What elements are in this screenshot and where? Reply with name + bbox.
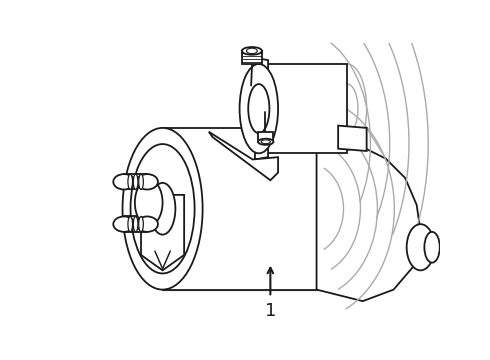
Ellipse shape — [242, 47, 262, 55]
Ellipse shape — [276, 128, 357, 289]
Ellipse shape — [285, 144, 348, 274]
Ellipse shape — [246, 48, 257, 54]
Polygon shape — [141, 195, 184, 270]
Ellipse shape — [128, 174, 132, 189]
Ellipse shape — [113, 216, 135, 232]
Ellipse shape — [133, 174, 138, 189]
Ellipse shape — [130, 144, 195, 274]
Ellipse shape — [135, 180, 163, 226]
Ellipse shape — [424, 232, 440, 263]
Polygon shape — [209, 132, 278, 180]
Ellipse shape — [261, 140, 270, 144]
Ellipse shape — [136, 216, 158, 232]
Ellipse shape — [328, 64, 367, 153]
Ellipse shape — [248, 84, 270, 133]
Ellipse shape — [337, 84, 358, 133]
Polygon shape — [163, 128, 317, 289]
Ellipse shape — [240, 64, 278, 153]
Polygon shape — [317, 128, 420, 301]
Ellipse shape — [133, 216, 138, 232]
Ellipse shape — [139, 174, 143, 189]
Ellipse shape — [122, 128, 203, 289]
Ellipse shape — [407, 224, 435, 270]
Ellipse shape — [128, 216, 132, 232]
Text: 1: 1 — [265, 302, 276, 320]
Polygon shape — [259, 64, 347, 153]
Ellipse shape — [139, 216, 143, 232]
Polygon shape — [255, 58, 268, 159]
Ellipse shape — [258, 139, 273, 145]
Ellipse shape — [113, 174, 135, 189]
Polygon shape — [258, 132, 273, 142]
Ellipse shape — [150, 183, 175, 235]
Ellipse shape — [136, 174, 158, 189]
Polygon shape — [338, 126, 367, 151]
Polygon shape — [242, 51, 262, 64]
